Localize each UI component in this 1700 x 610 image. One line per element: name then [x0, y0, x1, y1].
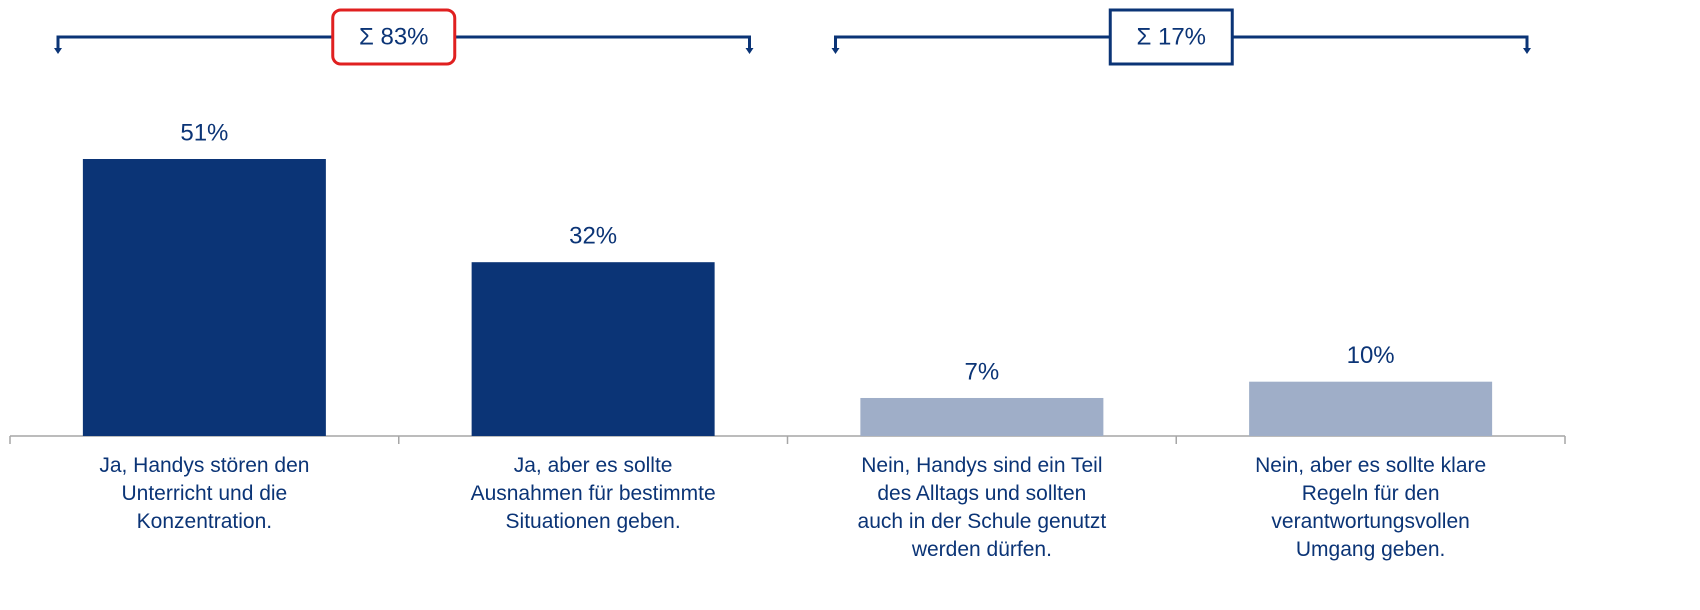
- data-label: 10%: [1347, 342, 1395, 369]
- bar: [471, 262, 715, 436]
- group-box: [331, 8, 457, 66]
- category-label: Ja, Handys stören den Unterricht und die…: [99, 454, 310, 533]
- category-label: Nein, aber es sollte klare Regeln für de…: [1255, 454, 1487, 561]
- category-label: Nein, Handys sind ein Teil des Alltags u…: [857, 454, 1107, 561]
- bar: [82, 159, 326, 436]
- group-label: Σ 83%: [359, 23, 429, 50]
- data-label: 32%: [569, 223, 617, 250]
- data-label: 7%: [965, 358, 1000, 385]
- data-label: 51%: [180, 119, 228, 146]
- group-label: Σ 17%: [1136, 23, 1206, 50]
- category-label: Ja, aber es sollte Ausnahmen für bestimm…: [470, 454, 716, 533]
- group-box: [1108, 8, 1234, 66]
- bar: [1249, 381, 1493, 436]
- bar: [860, 397, 1104, 436]
